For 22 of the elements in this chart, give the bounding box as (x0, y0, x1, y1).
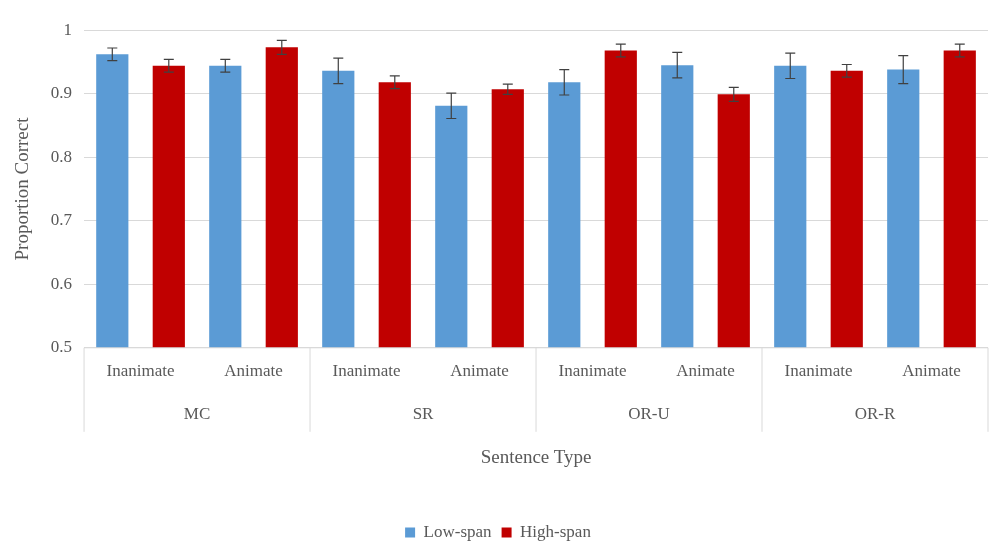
x-tick-label: Inanimate (332, 361, 401, 381)
text: OR-U (628, 404, 670, 424)
x-tick-label: Animate (450, 361, 509, 381)
y-axis-title: Proportion Correct (11, 116, 33, 261)
y-tick-label: 0.6 (50, 273, 73, 293)
y-tick-label: 0.9 (50, 83, 73, 103)
x-tick-label: Inanimate (106, 361, 175, 381)
x-tick-label: Inanimate (784, 361, 853, 381)
y-tick-label: 0.7 (50, 210, 73, 230)
x-tick-label: Animate (902, 361, 961, 381)
legend-label: Low-span (423, 521, 493, 541)
text: OR-R (854, 404, 896, 424)
x-axis-title: Sentence Type (480, 445, 592, 467)
x-tick-label: Animate (676, 361, 735, 381)
text: SR (412, 404, 435, 424)
x-tick-label: Inanimate (558, 361, 627, 381)
legend-label: High-span (520, 521, 592, 541)
x-tick-label: Animate (224, 361, 283, 381)
y-tick-label: 1 (63, 19, 73, 39)
y-tick-label: 0.8 (50, 146, 73, 166)
text: MC (183, 404, 211, 424)
y-tick-label: 0.5 (50, 337, 73, 357)
